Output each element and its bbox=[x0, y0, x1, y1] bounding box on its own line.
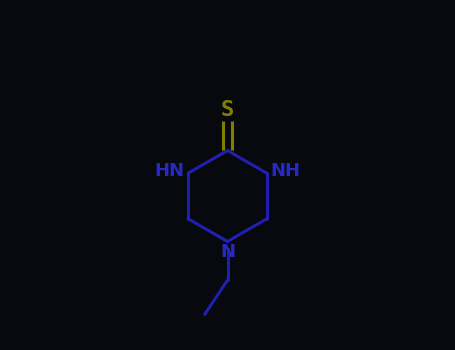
Text: NH: NH bbox=[270, 162, 300, 181]
Text: N: N bbox=[220, 243, 235, 261]
Text: HN: HN bbox=[155, 162, 185, 181]
Text: S: S bbox=[221, 100, 234, 120]
